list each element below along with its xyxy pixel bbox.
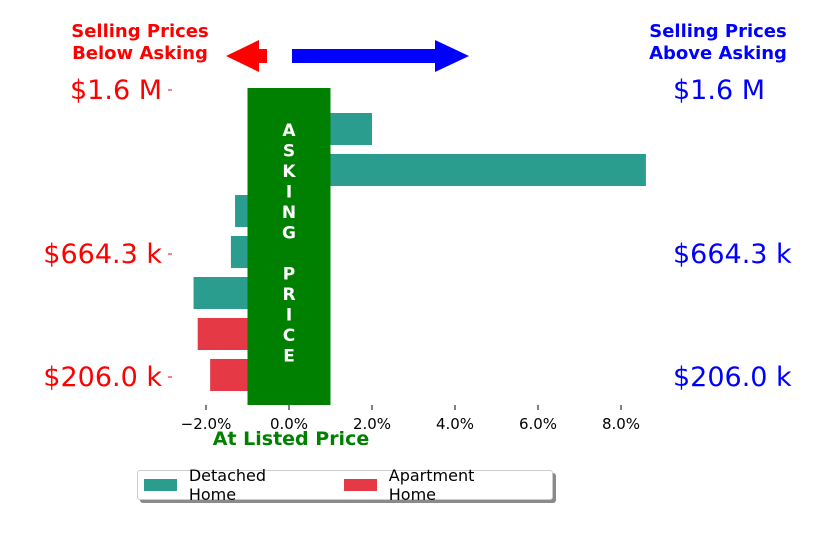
legend-item-detached: Detached Home [144,466,314,504]
chart-legend: Detached Home Apartment Home [137,466,553,504]
right-arrow-icon [292,40,469,72]
xtick-label: 6.0% [519,415,557,433]
apartment-swatch [343,479,377,491]
ytick-left-label: $206.0 k [43,362,162,393]
legend-label-detached: Detached Home [188,466,267,504]
below-asking-title-line: Below Asking [72,43,208,64]
xtick-label: 8.0% [602,415,640,433]
above-asking-title-line: Selling Prices [649,21,787,42]
ytick-right-label: $206.0 k [673,362,792,393]
ytick-left-label: $1.6 M [70,75,162,106]
below-asking-title: Selling Prices Below Asking [40,21,240,65]
above-asking-title-line: Above Asking [649,43,787,64]
left-arrow-icon [226,40,267,72]
asking-price-band [247,88,331,405]
x-axis-label: At Listed Price [213,428,369,450]
ytick-right-label: $664.3 k [673,239,792,270]
xtick-label: 4.0% [436,415,474,433]
detached-swatch [144,479,177,491]
xtick-label: −2.0% [181,415,232,433]
bar [289,154,646,186]
above-asking-title: Selling Prices Above Asking [618,21,818,65]
below-asking-title-line: Selling Prices [71,21,209,42]
legend-label-apartment: Apartment Home [388,466,475,504]
ytick-right-label: $1.6 M [673,75,765,106]
xtick-label: 0.0% [270,415,308,433]
legend-item-apartment: Apartment Home [343,466,522,504]
ytick-left-label: $664.3 k [43,239,162,270]
xtick-label: 2.0% [353,415,391,433]
